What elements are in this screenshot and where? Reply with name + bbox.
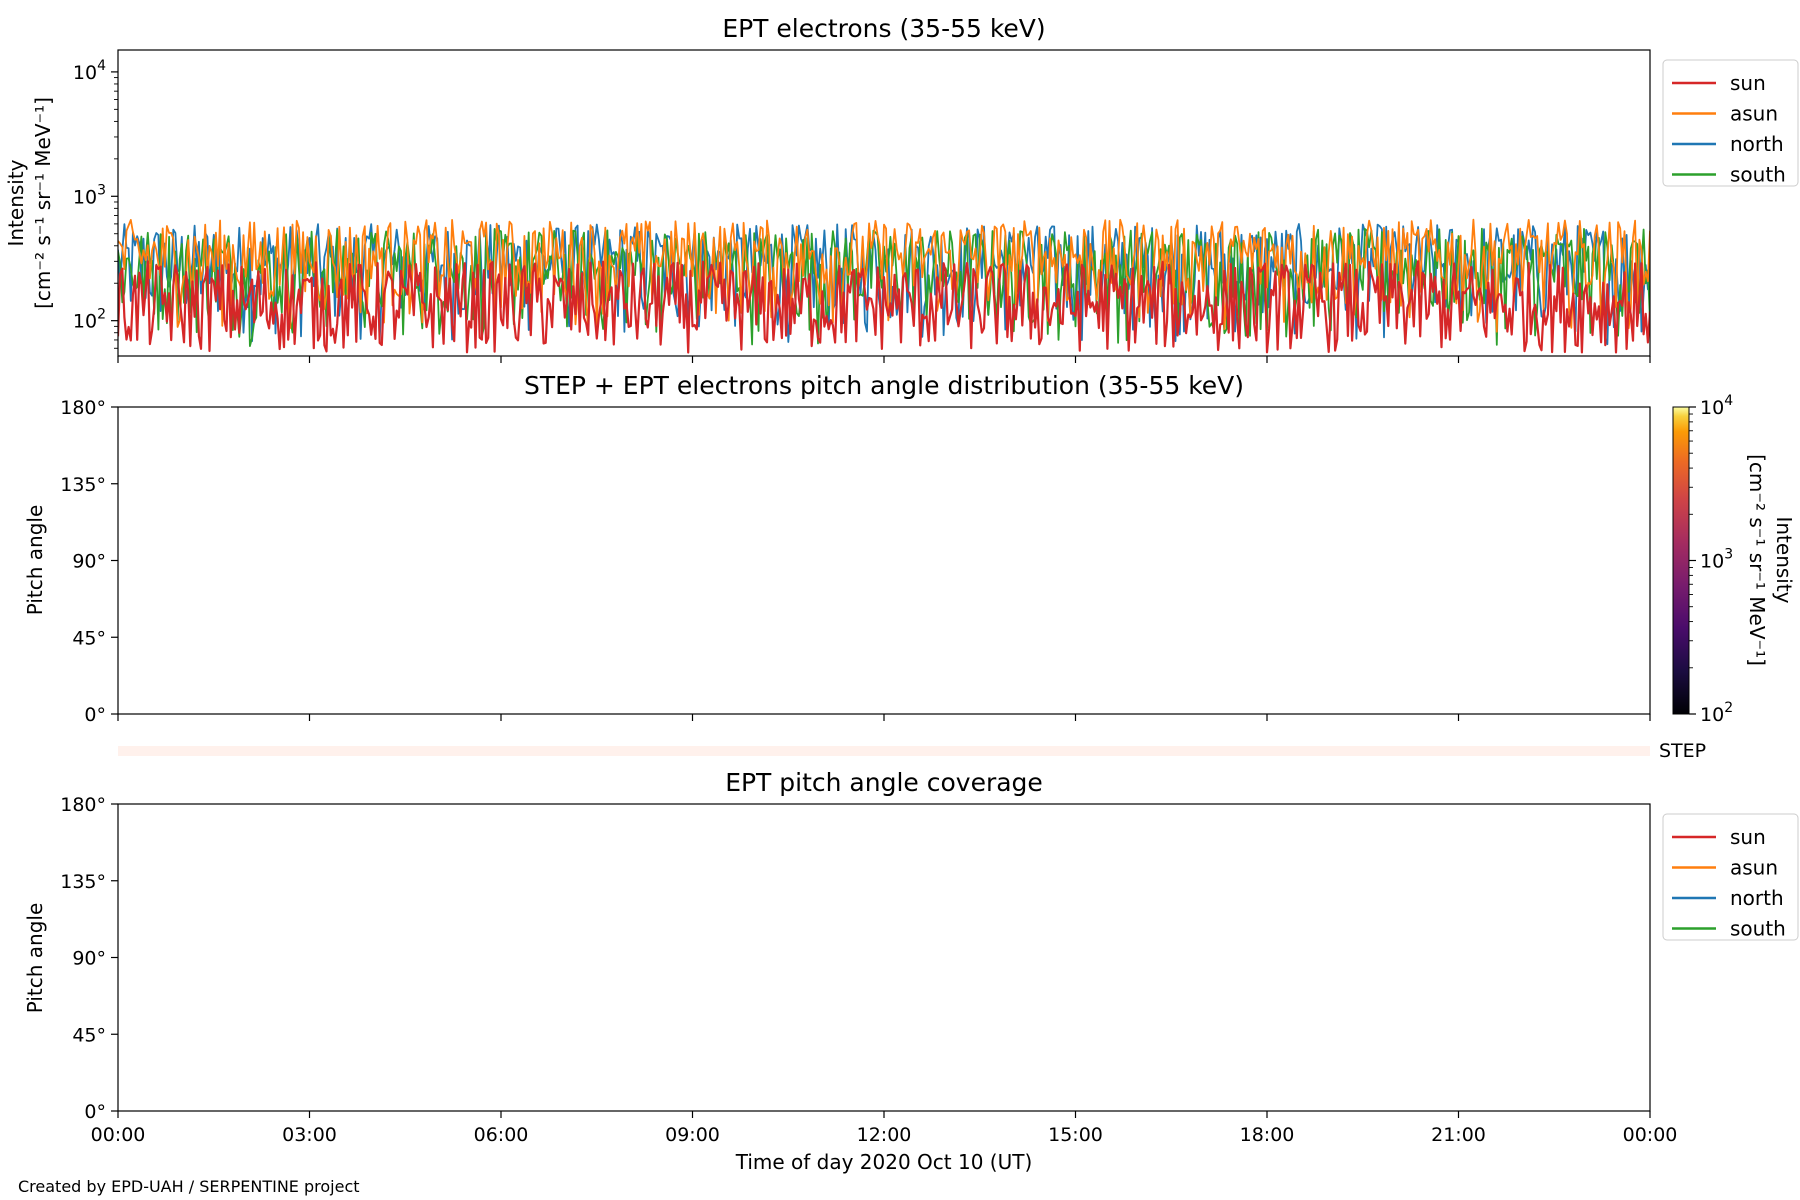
pitch-ytick-label: 90° [72, 948, 106, 970]
intensity-legend: sun asun north south [1662, 59, 1799, 187]
pitch-ytick-label: 45° [72, 1024, 106, 1046]
pitch-ytick-label: 90° [72, 551, 106, 573]
legend-entry-south: south [1730, 917, 1786, 941]
coverage-x-axis: 00:00 03:00 06:00 09:00 12:00 15:00 18:00 21:00… [91, 1111, 1678, 1146]
intensity-ytick-label: 102 [73, 307, 106, 333]
colorbar-tick-label: 103 [1700, 547, 1733, 573]
step-strip-label: STEP [1659, 740, 1706, 762]
intensity-series-group [118, 218, 1650, 354]
legend-entry-south: south [1730, 163, 1786, 187]
xtick-label: 03:00 [282, 1124, 337, 1146]
colorbar-label-line1: Intensity [1772, 516, 1796, 603]
pitch-ytick-label: 135° [60, 474, 106, 496]
pad-x-axis [117, 714, 1651, 721]
xtick-label: 15:00 [1048, 1124, 1103, 1146]
intensity-panel-title: EPT electrons (35-55 keV) [722, 14, 1045, 43]
intensity-ylabel-line1: Intensity [4, 159, 28, 246]
colorbar-ticks: 102 103 104 [1689, 393, 1733, 726]
pitch-ytick-label: 180° [60, 794, 106, 816]
pad-ylabel: Pitch angle [23, 505, 47, 616]
intensity-series-sun [118, 260, 1650, 354]
pad-plot-frame [117, 406, 1651, 715]
legend-box [1662, 813, 1799, 941]
footer-credit: Created by EPD-UAH / SERPENTINE project [18, 1177, 360, 1196]
pitch-ytick-label: 0° [84, 1101, 106, 1123]
pad-panel-title: STEP + EPT electrons pitch angle distrib… [524, 371, 1244, 400]
legend-entry-asun: asun [1730, 856, 1778, 880]
coverage-ylabel: Pitch angle [23, 903, 47, 1014]
intensity-panel: EPT electrons (35-55 keV) 102 103 104 Inte… [4, 14, 1799, 363]
colorbar-tick-label: 104 [1700, 393, 1733, 419]
xtick-label: 12:00 [857, 1124, 912, 1146]
pitch-ytick-label: 45° [72, 627, 106, 649]
xtick-label: 06:00 [474, 1124, 529, 1146]
intensity-ytick-label: 103 [73, 182, 106, 208]
step-strip-bar [118, 746, 1650, 756]
coverage-xlabel: Time of day 2020 Oct 10 (UT) [735, 1150, 1033, 1174]
legend-entry-asun: asun [1730, 102, 1778, 126]
intensity-y-axis: 102 103 104 [73, 58, 118, 349]
xtick-label: 00:00 [1623, 1124, 1678, 1146]
step-strip: STEP [118, 740, 1706, 762]
intensity-ytick-label: 104 [73, 58, 106, 84]
legend-entry-north: north [1730, 132, 1784, 156]
xtick-label: 21:00 [1431, 1124, 1486, 1146]
legend-entry-sun: sun [1730, 71, 1766, 95]
pad-panel: STEP + EPT electrons pitch angle distrib… [23, 371, 1796, 726]
pitch-ytick-label: 0° [84, 704, 106, 726]
legend-entry-sun: sun [1730, 825, 1766, 849]
legend-box [1662, 59, 1799, 187]
pitch-ytick-label: 135° [60, 871, 106, 893]
xtick-label: 18:00 [1240, 1124, 1295, 1146]
pitch-ytick-label: 180° [60, 397, 106, 419]
coverage-plot-frame [117, 803, 1651, 1112]
colorbar [1672, 406, 1690, 715]
coverage-panel: EPT pitch angle coverage 0° 45° 90° 135° 180… [23, 768, 1799, 1174]
colorbar-tick-label: 102 [1700, 700, 1733, 726]
xtick-label: 09:00 [665, 1124, 720, 1146]
colorbar-label-line2: [cm⁻² s⁻¹ sr⁻¹ MeV⁻¹] [1745, 454, 1769, 666]
coverage-y-axis: 0° 45° 90° 135° 180° [60, 794, 118, 1123]
intensity-ylabel-line2: [cm⁻² s⁻¹ sr⁻¹ MeV⁻¹] [31, 97, 55, 309]
legend-entry-north: north [1730, 886, 1784, 910]
coverage-panel-title: EPT pitch angle coverage [725, 768, 1043, 797]
coverage-legend: sun asun north south [1662, 813, 1799, 941]
pad-y-axis: 0° 45° 90° 135° 180° [60, 397, 118, 726]
xtick-label: 00:00 [91, 1124, 146, 1146]
intensity-x-axis [117, 356, 1651, 363]
